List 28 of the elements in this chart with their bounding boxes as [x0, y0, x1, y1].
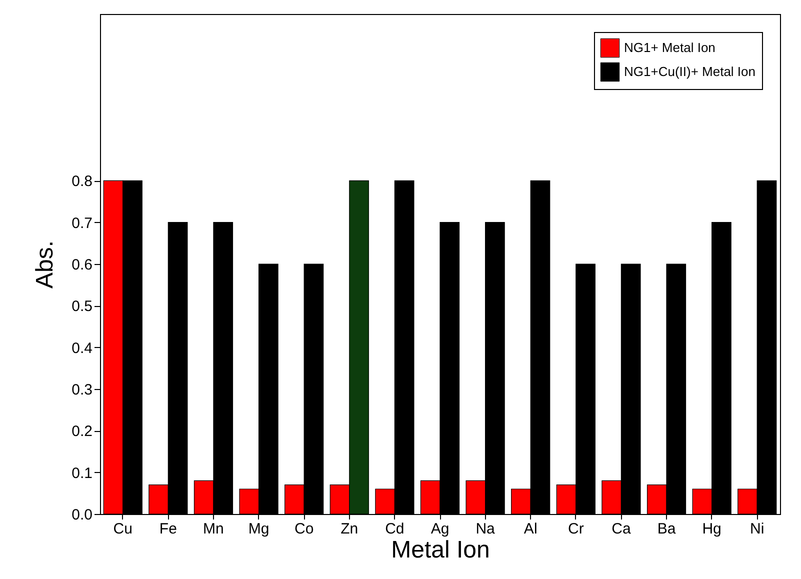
y-tick-label: 0.8	[72, 173, 92, 190]
x-tick-label: Hg	[702, 520, 722, 538]
y-tick-label: 0.1	[72, 464, 92, 482]
x-tick-label: Cr	[568, 520, 584, 538]
x-tick-label: Cu	[113, 520, 132, 538]
y-tick-label: 0.0	[72, 506, 92, 524]
y-tick-label: 0.5	[72, 298, 92, 316]
legend-label: NG1+Cu(II)+ Metal Ion	[624, 64, 756, 79]
x-tick-label: Zn	[340, 520, 358, 538]
x-tick-label: Mg	[248, 520, 270, 538]
x-tick-label: Fe	[159, 520, 177, 538]
y-axis-title: Abs.	[32, 240, 59, 289]
x-tick-label: Ba	[657, 520, 676, 538]
y-tick-label: 0.2	[72, 423, 92, 440]
y-tick-label: 0.7	[72, 214, 92, 232]
x-tick-label: Co	[294, 520, 314, 538]
y-tick-label: 0.6	[72, 256, 92, 274]
x-tick-label: Mn	[203, 520, 224, 538]
x-axis-title: Metal Ion	[391, 536, 490, 564]
x-tick-label: Ni	[750, 520, 764, 538]
y-tick-label: 0.3	[72, 382, 92, 398]
legend-label: NG1+ Metal Ion	[624, 40, 716, 55]
x-tick-label: Ag	[430, 520, 450, 538]
x-tick-label: Ca	[612, 520, 632, 538]
y-tick-label: 0.4	[72, 340, 92, 357]
x-tick-label: Cd	[385, 520, 404, 538]
x-tick-label: Al	[524, 520, 538, 538]
x-tick-label: Na	[476, 520, 496, 538]
